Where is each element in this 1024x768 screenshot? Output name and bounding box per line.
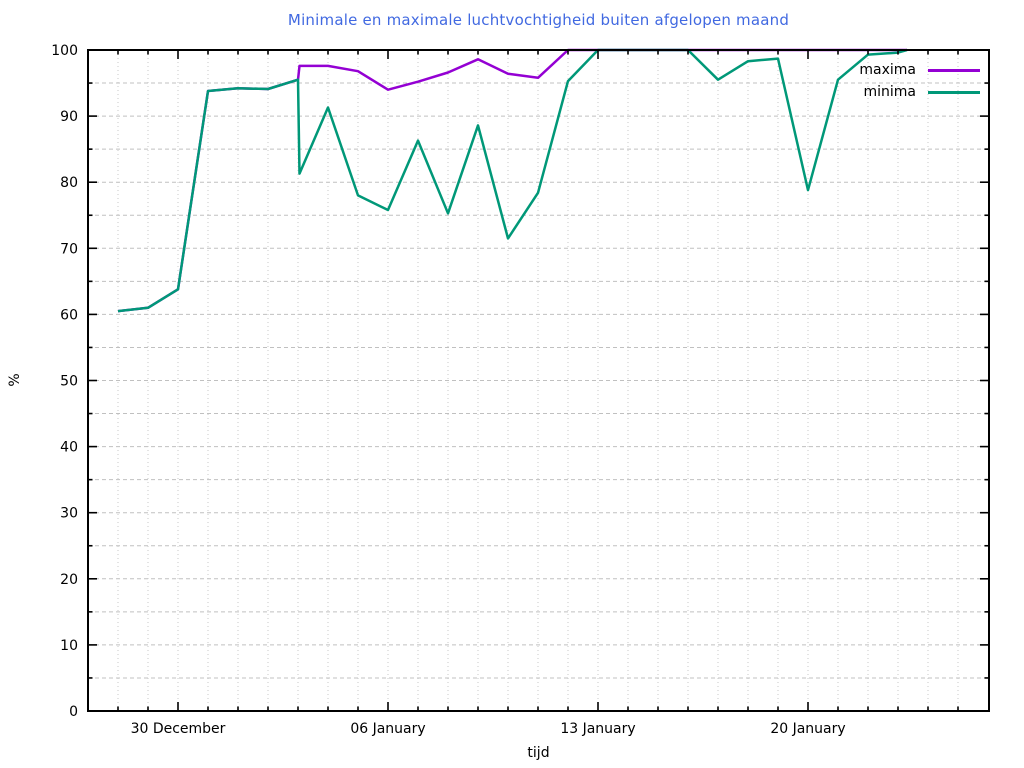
legend-label-maxima: maxima: [859, 62, 916, 78]
legend-row-maxima: maxima: [810, 59, 980, 81]
x-tick-label: 13 January: [560, 721, 635, 737]
x-tick-label: 30 December: [131, 721, 226, 737]
y-tick-label: 90: [60, 109, 78, 125]
y-tick-label: 80: [60, 175, 78, 191]
x-tick-label: 20 January: [770, 721, 845, 737]
series-line-minima: [117, 48, 908, 313]
y-tick-label: 70: [60, 241, 78, 257]
x-axis-label: tijd: [527, 745, 550, 761]
y-tick-label: 10: [60, 638, 78, 654]
y-tick-label: 60: [60, 307, 78, 323]
y-tick-label: 30: [60, 506, 78, 522]
y-tick-label: 40: [60, 440, 78, 456]
y-tick-label: 20: [60, 572, 78, 588]
legend-label-minima: minima: [863, 84, 916, 100]
x-tick-label: 06 January: [350, 721, 425, 737]
y-tick-label: 100: [51, 43, 78, 59]
legend: maxima minima: [810, 59, 980, 103]
legend-line-sample-minima: [928, 90, 980, 94]
y-axis-label: %: [7, 373, 23, 387]
chart-title: Minimale en maximale luchtvochtigheid bu…: [287, 11, 790, 29]
legend-row-minima: minima: [810, 81, 980, 103]
legend-line-sample-maxima: [928, 68, 980, 72]
y-tick-label: 50: [60, 374, 78, 390]
y-tick-label: 0: [69, 704, 78, 720]
